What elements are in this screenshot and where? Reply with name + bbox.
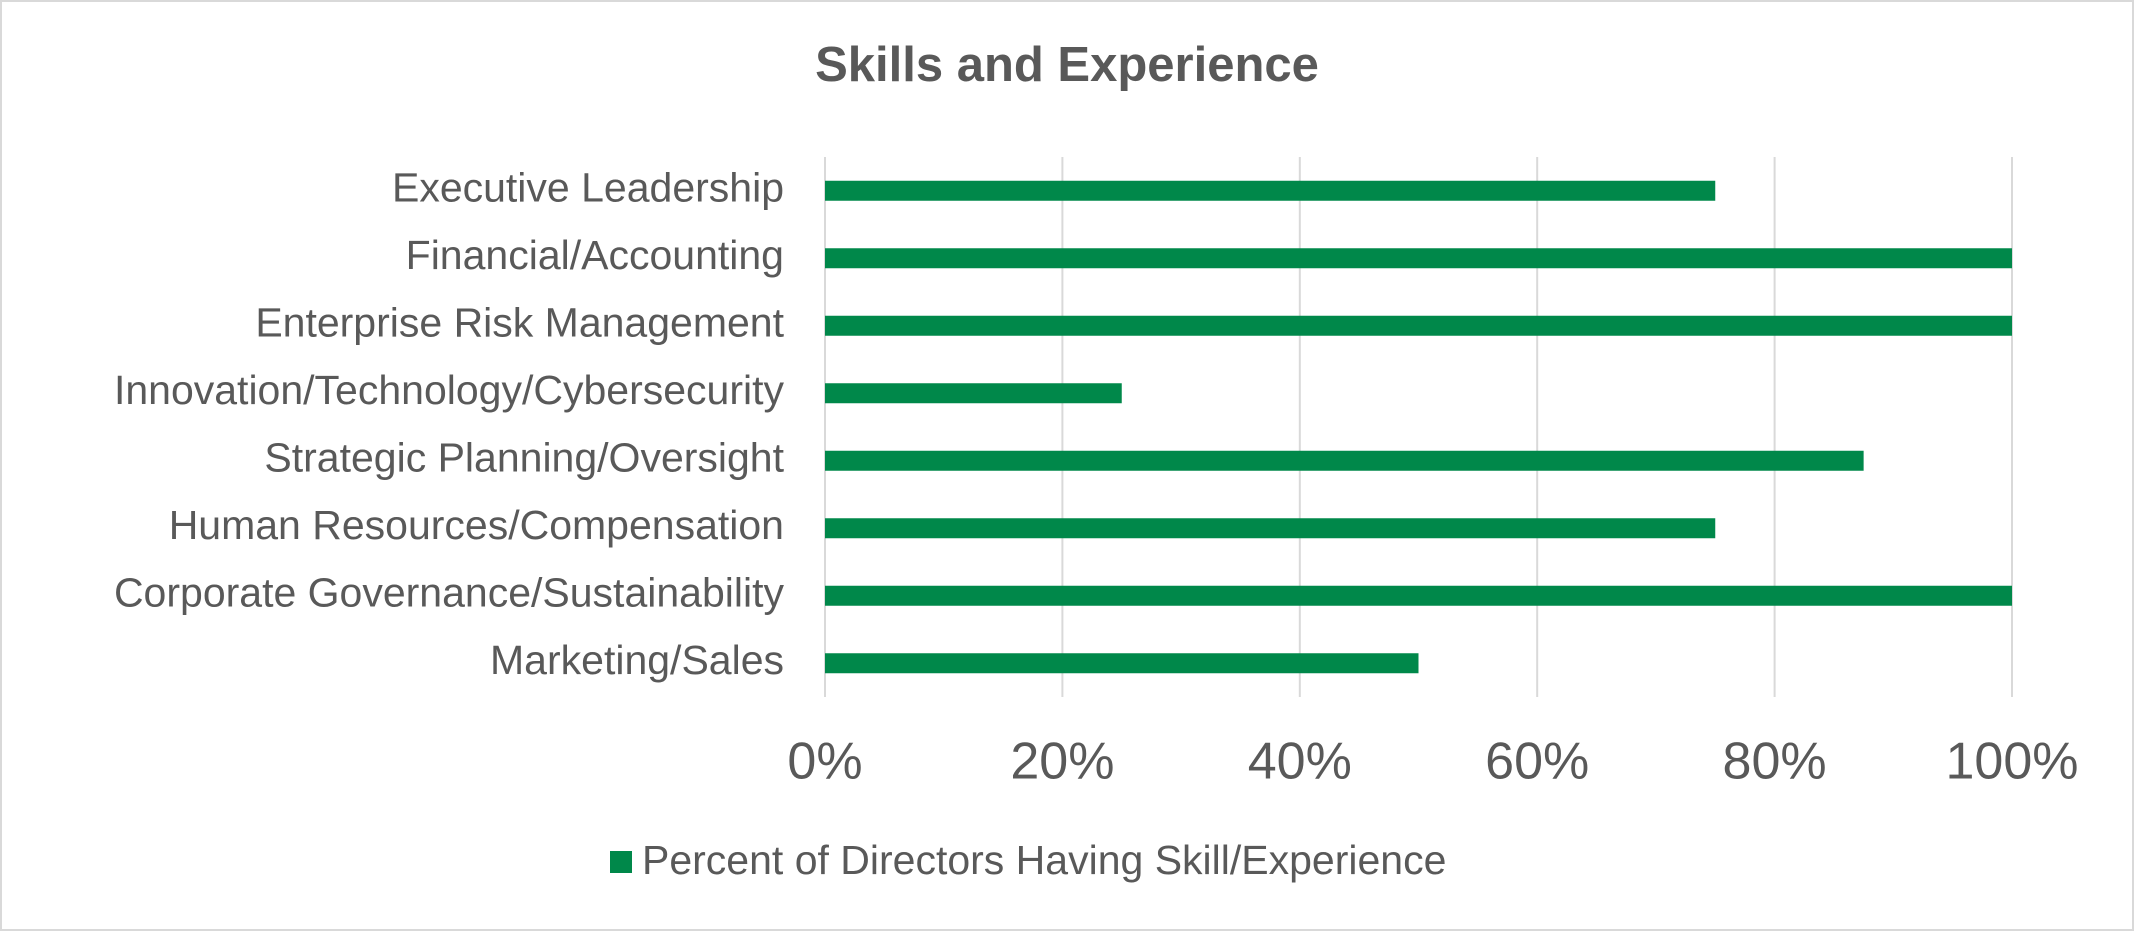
x-tick-label: 20% bbox=[1010, 733, 1114, 791]
x-tick-label: 0% bbox=[787, 733, 862, 791]
x-tick-label: 100% bbox=[1946, 733, 2079, 791]
y-tick-label: Human Resources/Compensation bbox=[169, 502, 784, 548]
y-tick-label: Innovation/Technology/Cybersecurity bbox=[114, 367, 785, 413]
y-tick-label: Enterprise Risk Management bbox=[255, 300, 784, 346]
x-tick-label: 40% bbox=[1248, 733, 1352, 791]
x-tick-label: 60% bbox=[1485, 733, 1589, 791]
y-tick-label: Financial/Accounting bbox=[406, 232, 784, 278]
y-tick-label: Strategic Planning/Oversight bbox=[264, 435, 784, 481]
y-tick-label: Executive Leadership bbox=[392, 165, 784, 211]
legend-swatch bbox=[610, 851, 632, 873]
bar bbox=[825, 653, 1419, 674]
bar bbox=[825, 248, 2012, 269]
bar bbox=[825, 518, 1716, 539]
bar bbox=[825, 383, 1122, 404]
y-tick-label: Marketing/Sales bbox=[490, 637, 784, 683]
y-tick-label: Corporate Governance/Sustainability bbox=[114, 570, 785, 616]
legend-label: Percent of Directors Having Skill/Experi… bbox=[642, 837, 1446, 883]
bar bbox=[825, 315, 2012, 336]
bar bbox=[825, 585, 2012, 606]
chart-title: Skills and Experience bbox=[815, 38, 1319, 92]
bar bbox=[825, 450, 1864, 471]
bar bbox=[825, 180, 1716, 201]
x-tick-label: 80% bbox=[1723, 733, 1827, 791]
